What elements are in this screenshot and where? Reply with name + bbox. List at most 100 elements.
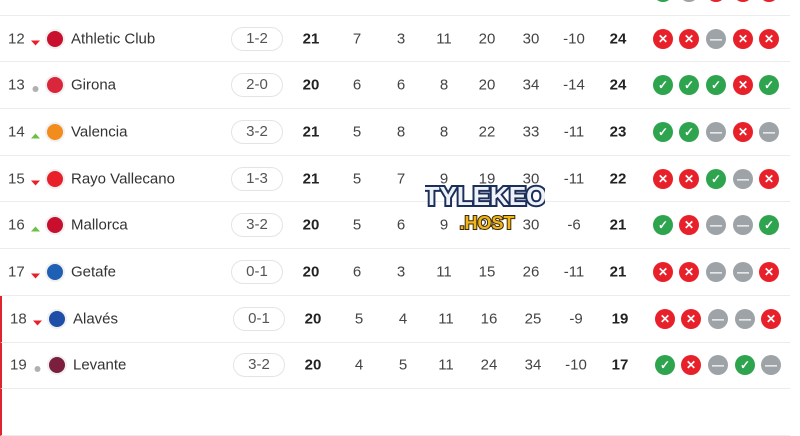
last-match-score[interactable]: 3-2 [233,353,285,378]
loss-icon[interactable]: ✕ [759,261,779,282]
stat-mp: 20 [302,76,320,94]
stat-mp: 21 [302,30,320,48]
table-row[interactable] [0,389,790,436]
draw-icon[interactable]: — [761,355,781,376]
table-row[interactable]: 19 Levante 3-2 20 4 5 11 24 34 -10 17 ✓ ✕ — ✓ — [0,342,790,390]
loss-icon[interactable]: ✕ [681,355,701,376]
win-icon[interactable]: ✓ [679,75,699,96]
table-row[interactable]: 12 Athletic Club 1-2 21 7 3 11 20 30 -10 24 ✕ ✕ — ✕ ✕ [0,16,790,63]
stat-pts: 21 [609,216,627,234]
table-row[interactable]: 14 Valencia 3-2 21 5 8 8 22 33 -11 23 ✓ ✓ — ✕ — [0,109,790,156]
draw-icon[interactable]: — [708,308,728,329]
stat-pts: 17 [611,356,629,374]
loss-icon[interactable]: ✕ [759,28,779,49]
team-name[interactable]: Alavés [73,310,119,328]
draw-icon[interactable]: — [733,168,753,189]
loss-icon[interactable]: ✕ [733,0,753,2]
team-name[interactable]: Getafe [71,263,117,281]
stat-mp: 20 [304,356,322,374]
loss-icon[interactable]: ✕ [733,121,753,142]
stat-l: 8 [439,123,449,141]
stat-ga: 34 [524,356,542,374]
last-match-score[interactable]: 3-2 [231,119,283,144]
trend-same-icon [31,81,40,93]
loss-icon[interactable]: ✕ [733,28,753,49]
team-name[interactable]: Athletic Club [71,30,156,48]
stat-ga: 30 [522,30,540,48]
team-name[interactable]: Levante [73,356,127,374]
win-icon[interactable]: ✓ [655,355,675,376]
loss-icon[interactable]: ✕ [706,0,726,2]
loss-icon[interactable]: ✕ [759,168,779,189]
last-match-score[interactable]: 1-3 [231,166,283,191]
draw-icon[interactable]: — [733,215,753,236]
last-match-score[interactable]: 3-2 [231,213,283,238]
loss-icon[interactable]: ✕ [681,308,701,329]
draw-icon[interactable]: — [708,355,728,376]
draw-icon[interactable]: — [706,215,726,236]
loss-icon[interactable]: ✕ [653,261,673,282]
stat-l: 11 [438,356,454,374]
trend-same-icon [33,361,42,373]
table-row[interactable]: 17 Getafe 0-1 20 6 3 11 15 26 -11 21 ✕ ✕ — — ✕ [0,249,790,296]
table-row[interactable]: 18 Alavés 0-1 20 5 4 11 16 25 -9 19 ✕ ✕ — — ✕ [0,295,790,343]
loss-icon[interactable]: ✕ [679,168,699,189]
team-name[interactable]: Mallorca [71,216,128,234]
team-logo [45,261,65,282]
last-match-score[interactable]: 0-1 [231,259,283,284]
team-logo [45,215,65,236]
draw-icon[interactable]: — [706,261,726,282]
win-icon[interactable]: ✓ [679,121,699,142]
win-icon[interactable]: ✓ [759,75,779,96]
stat-w: 5 [354,310,364,328]
draw-icon[interactable]: — [733,261,753,282]
loss-icon[interactable]: ✕ [653,168,673,189]
win-icon[interactable]: ✓ [653,121,673,142]
stat-mp: 20 [302,263,320,281]
last-match-score[interactable]: 2-0 [231,73,283,98]
draw-icon[interactable]: — [759,121,779,142]
win-icon[interactable]: ✓ [706,75,726,96]
loss-icon[interactable]: ✕ [679,261,699,282]
stat-w: 5 [352,216,362,234]
stat-w: 6 [352,263,362,281]
table-row[interactable]: 13 Girona 2-0 20 6 6 8 20 34 -14 24 ✓ ✓ ✓ ✕ ✓ [0,62,790,110]
win-icon[interactable]: ✓ [653,75,673,96]
stat-w: 5 [352,123,362,141]
team-logo [47,355,67,376]
loss-icon[interactable]: ✕ [679,28,699,49]
loss-icon[interactable]: ✕ [759,0,779,2]
position: 15 [8,170,25,188]
last-match-score[interactable]: 1-2 [231,26,283,51]
team-name[interactable]: Valencia [71,123,128,141]
loss-icon[interactable]: ✕ [655,308,675,329]
draw-icon[interactable]: — [735,308,755,329]
table-row[interactable]: ✓ — ✕ ✕ ✕ [0,0,790,16]
loss-icon[interactable]: ✕ [679,215,699,236]
stat-pts: 24 [609,30,627,48]
stat-l: 8 [439,76,449,94]
loss-icon[interactable]: ✕ [761,308,781,329]
team-name[interactable]: Girona [71,76,117,94]
stat-d: 3 [396,263,406,281]
draw-icon[interactable]: — [706,28,726,49]
last-match-score[interactable]: 0-1 [233,306,285,331]
draw-icon[interactable]: — [679,0,699,2]
stat-ga: 25 [524,310,542,328]
draw-icon[interactable]: — [706,121,726,142]
win-icon[interactable]: ✓ [653,215,673,236]
stat-pts: 24 [609,76,627,94]
team-name[interactable]: Rayo Vallecano [71,170,175,188]
win-icon[interactable]: ✓ [706,168,726,189]
win-icon[interactable]: ✓ [653,0,673,2]
win-icon[interactable]: ✓ [735,355,755,376]
stat-mp: 21 [302,123,320,141]
stat-gd: -11 [563,170,585,188]
loss-icon[interactable]: ✕ [733,75,753,96]
win-icon[interactable]: ✓ [759,215,779,236]
trend-down-icon [33,314,42,326]
stat-gd: -10 [563,30,585,48]
loss-icon[interactable]: ✕ [653,28,673,49]
